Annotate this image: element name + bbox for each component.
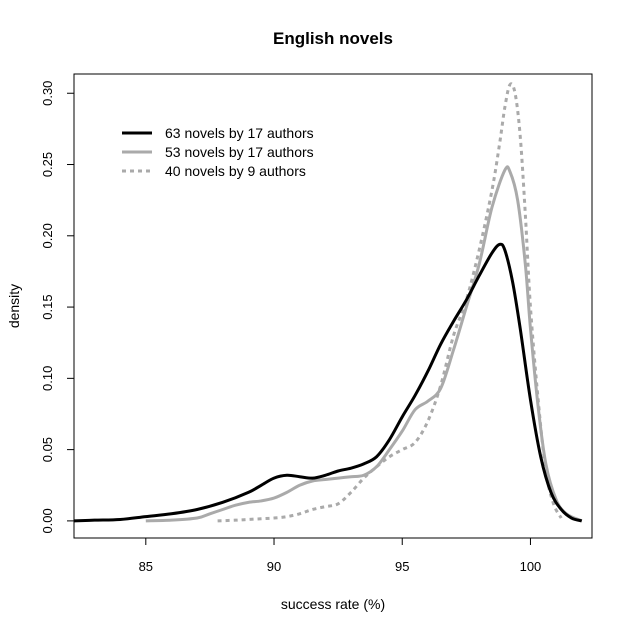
series-line-2	[145, 165, 583, 523]
y-tick-label: 0.30	[40, 81, 55, 106]
y-axis-label: density	[6, 284, 22, 328]
y-tick-label: 0.10	[40, 366, 55, 391]
x-axis-label: success rate (%)	[281, 596, 385, 612]
y-tick-label: 0.15	[40, 294, 55, 319]
legend-label-2: 53 novels by 17 authors	[165, 144, 314, 160]
x-tick-label: 85	[139, 559, 153, 574]
chart-title: English novels	[273, 29, 393, 48]
legend-label-1: 63 novels by 17 authors	[165, 125, 314, 141]
x-tick-label: 100	[520, 559, 542, 574]
series-line-3	[217, 82, 563, 523]
series-layer	[73, 82, 583, 523]
y-tick-label: 0.00	[40, 508, 55, 533]
legend-label-3: 40 novels by 9 authors	[165, 163, 306, 179]
y-tick-label: 0.25	[40, 152, 55, 177]
x-tick-label: 95	[395, 559, 409, 574]
x-tick-label: 90	[267, 559, 281, 574]
y-tick-label: 0.05	[40, 437, 55, 462]
series-line-1	[73, 242, 583, 523]
y-axis: 0.00 0.05 0.10 0.15 0.20 0.25 0.30	[40, 81, 75, 534]
x-axis: 85 90 95 100	[139, 537, 542, 574]
y-tick-label: 0.20	[40, 223, 55, 248]
legend: 63 novels by 17 authors 53 novels by 17 a…	[122, 125, 314, 179]
